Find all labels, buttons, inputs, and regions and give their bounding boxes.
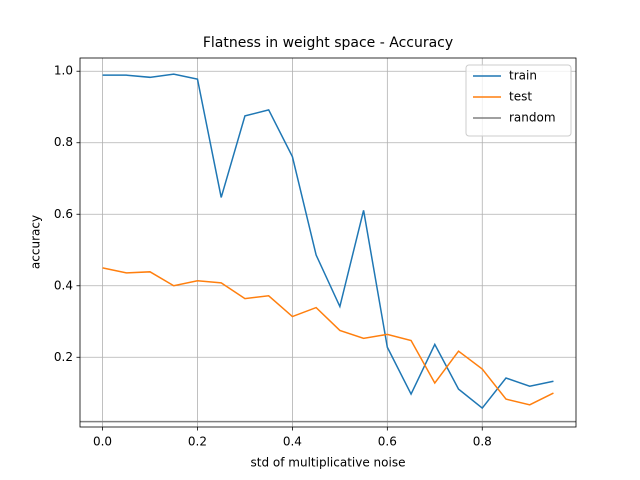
chart-title: Flatness in weight space - Accuracy — [203, 35, 453, 51]
y-tick-label: 0.2 — [54, 350, 73, 364]
x-axis-label: std of multiplicative noise — [251, 456, 406, 470]
y-tick-label: 0.4 — [54, 278, 73, 292]
x-tick-label: 0.6 — [378, 435, 397, 449]
x-tick-label: 0.2 — [188, 435, 207, 449]
line-series — [102, 267, 554, 406]
axes-frame — [79, 57, 577, 428]
legend-label: test — [509, 90, 532, 104]
legend-label: train — [509, 69, 537, 83]
line-series — [102, 73, 554, 410]
x-tick-label: 0.0 — [93, 435, 112, 449]
x-tick-label: 0.4 — [283, 435, 302, 449]
y-tick-label: 0.8 — [54, 135, 73, 149]
y-axis-label: accuracy — [29, 215, 43, 269]
y-tick-label: 0.6 — [54, 207, 73, 221]
y-tick-label: 1.0 — [54, 64, 73, 78]
legend-label: random — [509, 111, 556, 125]
x-tick-label: 0.8 — [473, 435, 492, 449]
